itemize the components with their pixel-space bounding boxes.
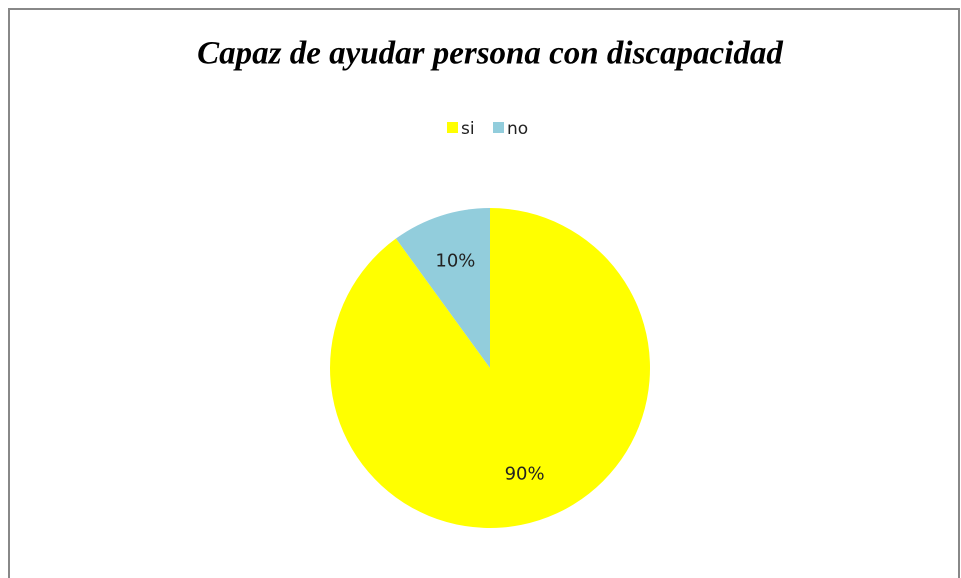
pie-slice [395,208,490,368]
chart-border [8,8,960,578]
data-label: 90% [505,464,545,485]
legend-label: si [461,119,475,139]
data-label: 10% [435,250,475,271]
legend-swatch [447,122,458,133]
legend-label: no [507,119,528,139]
chart-title: Capaz de ayudar persona con discapacidad [197,36,783,72]
pie-slice [329,208,650,528]
legend-swatch [493,122,504,133]
